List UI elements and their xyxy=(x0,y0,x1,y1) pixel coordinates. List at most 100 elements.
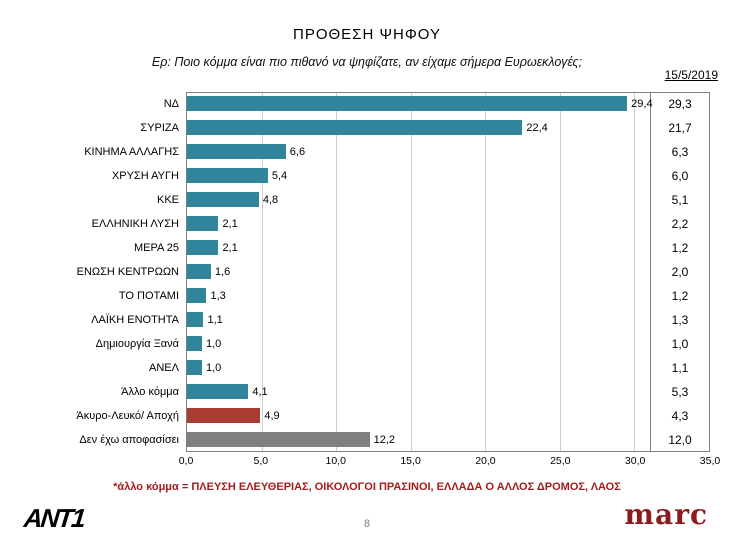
gridline xyxy=(261,93,263,451)
x-axis: 0,0 5,0 10,0 15,0 20,0 25,0 30,0 35,0 xyxy=(179,455,721,469)
bar-value-label: 1,6 xyxy=(214,266,231,278)
gridline xyxy=(634,93,636,451)
chart-row: ΕΝΩΣΗ ΚΕΝΤΡΩΩΝ 1,6 2,0 xyxy=(20,260,710,284)
category-label: ΝΔ xyxy=(163,98,179,110)
previous-value: 2,0 xyxy=(671,265,689,279)
axis-tick-label: 5,0 xyxy=(253,455,269,467)
chart-subtitle: Ερ: Ποιο κόμμα είναι πιο πιθανό να ψηφίζ… xyxy=(151,55,583,69)
previous-value: 1,0 xyxy=(671,337,689,351)
bar-cell: 1,0 xyxy=(186,356,710,380)
chart-row: ΛΑΪΚΗ ΕΝΟΤΗΤΑ 1,1 1,3 xyxy=(20,308,710,332)
chart-rows: ΝΔ 29,4 29,3 ΣΥΡΙΖΑ 22,4 21,7 ΚΙΝΗΜΑ ΑΛΛΑΓΗΣ 6,… xyxy=(20,92,710,452)
category-label: Άλλο κόμμα xyxy=(121,386,179,398)
gridline xyxy=(485,93,487,451)
chart-title: ΠΡΟΘΕΣΗ ΨΗΦΟΥ xyxy=(293,26,441,43)
bar-value-label: 2,1 xyxy=(222,242,238,254)
chart-row: ΧΡΥΣΗ ΑΥΓΗ 5,4 6,0 xyxy=(20,164,710,188)
chart-row: Δεν έχω αποφασίσει 12,2 12,0 xyxy=(20,428,710,452)
chart-row: ΝΔ 29,4 29,3 xyxy=(20,92,710,116)
bar xyxy=(187,288,207,303)
chart-row: ΚΙΝΗΜΑ ΑΛΛΑΓΗΣ 6,6 6,3 xyxy=(20,140,710,164)
bar-value-label: 22,4 xyxy=(526,122,548,134)
bar-value-label: 1,3 xyxy=(210,290,226,302)
bar-value-label: 6,6 xyxy=(289,146,306,158)
category-label: ΜΕΡΑ 25 xyxy=(133,242,179,254)
previous-values-column xyxy=(650,92,710,452)
bar-value-label: 4,9 xyxy=(264,410,280,422)
bar-cell: 22,4 xyxy=(186,116,710,140)
bar xyxy=(187,168,268,183)
axis-tick-label: 15,0 xyxy=(400,455,421,467)
chart-row: ΚΚΕ 4,8 5,1 xyxy=(20,188,710,212)
bar-value-label: 1,1 xyxy=(207,314,223,326)
page-number: 8 xyxy=(363,518,371,530)
bar xyxy=(187,240,219,255)
vote-intention-bar-chart: ΝΔ 29,4 29,3 ΣΥΡΙΖΑ 22,4 21,7 ΚΙΝΗΜΑ ΑΛΛΑΓΗΣ 6,… xyxy=(20,92,721,472)
bar-cell: 4,9 xyxy=(186,404,710,428)
bar-cell: 5,4 xyxy=(186,164,710,188)
previous-value: 5,3 xyxy=(671,385,689,399)
bar-cell: 12,2 xyxy=(186,428,710,452)
bar-value-label: 12,2 xyxy=(373,434,396,446)
bar xyxy=(187,408,261,423)
bar-value-label: 4,1 xyxy=(252,386,268,398)
category-label: ΤΟ ΠΟΤΑΜΙ xyxy=(118,290,179,302)
previous-value: 6,3 xyxy=(671,145,689,159)
category-label: Δημιουργία Ξανά xyxy=(95,338,179,350)
bar xyxy=(187,96,628,111)
bar-value-label: 5,4 xyxy=(271,170,288,182)
bar-cell: 1,3 xyxy=(186,284,710,308)
chart-row: Δημιουργία Ξανά 1,0 1,0 xyxy=(20,332,710,356)
category-label: ΣΥΡΙΖΑ xyxy=(140,122,179,134)
footnote: *άλλο κόμμα = ΠΛΕΥΣΗ ΕΛΕΥΘΕΡΙΑΣ, ΟΙΚΟΛΟΓ… xyxy=(113,481,621,493)
category-label: ΕΝΩΣΗ ΚΕΝΤΡΩΩΝ xyxy=(76,266,179,278)
category-label: Άκυρο-Λευκό/ Αποχή xyxy=(76,410,179,422)
bar xyxy=(187,264,211,279)
chart-row: ΑΝΕΛ 1,0 1,1 xyxy=(20,356,710,380)
bar-value-label: 2,1 xyxy=(222,218,238,230)
bar-value-label: 1,0 xyxy=(205,338,222,350)
bar xyxy=(187,360,202,375)
bar-cell: 1,1 xyxy=(186,308,710,332)
bar-cell: 6,6 xyxy=(186,140,710,164)
bar-cell: 29,4 xyxy=(186,92,710,116)
category-label: ΧΡΥΣΗ ΑΥΓΗ xyxy=(111,170,179,182)
previous-value: 4,3 xyxy=(671,409,689,423)
bar-value-label: 29,4 xyxy=(631,98,653,110)
previous-value: 12,0 xyxy=(668,433,692,447)
bar-cell: 4,1 xyxy=(186,380,710,404)
previous-value: 2,2 xyxy=(671,217,689,231)
bar-cell: 1,0 xyxy=(186,332,710,356)
marc-logo: marc xyxy=(624,498,708,531)
bar xyxy=(187,192,259,207)
bar-value-label: 4,8 xyxy=(262,194,279,206)
bar-cell: 2,1 xyxy=(186,212,710,236)
bar-cell: 1,6 xyxy=(186,260,710,284)
bar xyxy=(187,432,370,447)
previous-value: 6,0 xyxy=(671,169,689,183)
bar xyxy=(187,120,523,135)
chart-row: Άλλο κόμμα 4,1 5,3 xyxy=(20,380,710,404)
bar xyxy=(187,216,219,231)
axis-tick-label: 35,0 xyxy=(699,455,721,467)
previous-value: 29,3 xyxy=(668,97,692,111)
chart-row: ΣΥΡΙΖΑ 22,4 21,7 xyxy=(20,116,710,140)
bar xyxy=(187,312,204,327)
bar-cell: 2,1 xyxy=(186,236,710,260)
category-label: ΚΚΕ xyxy=(156,194,179,206)
bar xyxy=(187,336,202,351)
axis-tick-label: 20,0 xyxy=(475,455,496,467)
bar xyxy=(187,144,286,159)
category-label: ΚΙΝΗΜΑ ΑΛΛΑΓΗΣ xyxy=(84,146,179,158)
bar-cell: 4,8 xyxy=(186,188,710,212)
bar-value-label: 1,0 xyxy=(205,362,222,374)
category-label: Δεν έχω αποφασίσει xyxy=(79,434,179,446)
previous-value: 1,1 xyxy=(671,361,689,375)
axis-tick-label: 25,0 xyxy=(550,455,571,467)
axis-tick-label: 10,0 xyxy=(325,455,346,467)
previous-value: 1,3 xyxy=(671,313,689,327)
chart-row: ΜΕΡΑ 25 2,1 1,2 xyxy=(20,236,710,260)
chart-row: Άκυρο-Λευκό/ Αποχή 4,9 4,3 xyxy=(20,404,710,428)
previous-value: 5,1 xyxy=(671,193,689,207)
